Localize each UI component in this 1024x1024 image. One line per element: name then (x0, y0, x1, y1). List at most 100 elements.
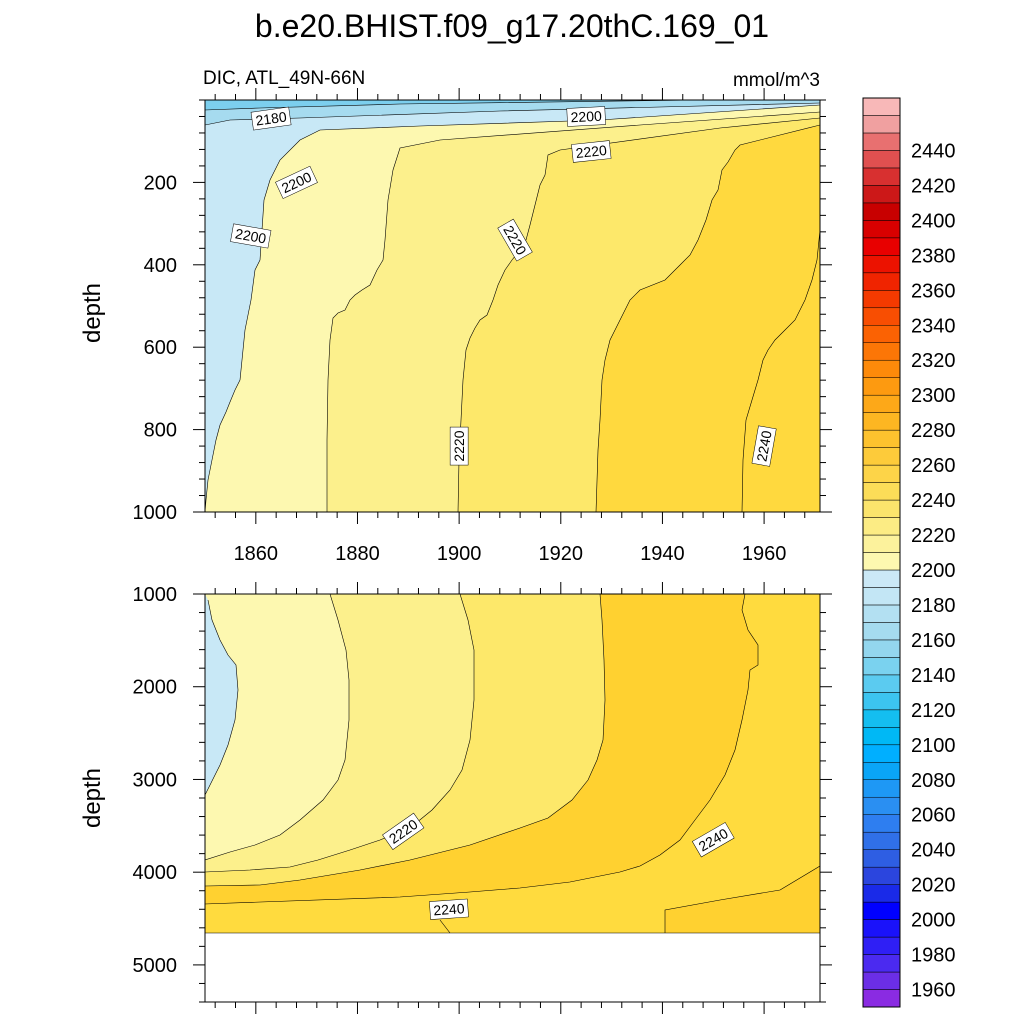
x-tick-label: 1920 (539, 543, 584, 565)
colorbar-tick-label: 2400 (911, 210, 956, 232)
contour-label: 2220 (449, 426, 469, 466)
x-tick-label: 1880 (335, 543, 380, 565)
y-tick-label: 1000 (133, 502, 178, 524)
colorbar-tick-label: 2440 (911, 140, 956, 162)
contour-label-text: 2200 (570, 108, 602, 126)
colorbar-swatch (862, 237, 901, 256)
upper-band-2170 (205, 100, 820, 125)
x-tick-label: 1900 (437, 543, 482, 565)
contour-label-box (250, 106, 292, 131)
colorbar-swatch (862, 499, 901, 518)
lower-y-axis-label: depth (79, 768, 106, 828)
x-tick-label: 1940 (640, 543, 685, 565)
colorbar-swatch (862, 762, 901, 780)
colorbar-swatch (862, 727, 901, 746)
colorbar-tick-label: 2360 (911, 280, 956, 302)
contour-label-box (230, 223, 272, 249)
colorbar-swatch (862, 657, 901, 676)
colorbar-swatch (862, 622, 901, 641)
colorbar-swatch (862, 150, 901, 169)
upper-band-2150 (205, 100, 700, 110)
colorbar-swatch (862, 849, 901, 868)
colorbar-tick-label: 2080 (911, 770, 956, 792)
colorbar-swatch (862, 377, 901, 396)
contour-label: 2200 (230, 223, 272, 249)
contour-label-box (751, 425, 777, 467)
contour-label-text: 2180 (255, 108, 288, 128)
units-label: mmol/m^3 (733, 70, 820, 91)
upper-plot-frame (204, 99, 821, 513)
y-tick-label: 3000 (133, 769, 178, 791)
colorbar-tick-label: 2320 (911, 350, 956, 372)
lower-contour-lines (205, 594, 820, 934)
colorbar-tick-label: 2040 (911, 840, 956, 862)
colorbar-swatch (862, 866, 901, 885)
upper-fill (205, 100, 820, 512)
colorbar-tick-label: 2120 (911, 700, 956, 722)
lower-band-2190 (205, 594, 238, 795)
colorbar-swatch (862, 692, 901, 711)
colorbar-tick-label: 2240 (911, 490, 956, 512)
upper-band-2210 (205, 100, 820, 512)
colorbar-tick-label: 2260 (911, 455, 956, 477)
colorbar-swatch (862, 587, 901, 606)
colorbar-swatch (862, 97, 901, 116)
colorbar: 1960 1980 2000 2020 2040 2060 2080 2100 2120 2140… (862, 97, 956, 1008)
colorbar-swatch (862, 569, 901, 588)
colorbar-swatch (862, 709, 901, 728)
colorbar-swatch (862, 255, 901, 274)
contour-label-box (566, 106, 606, 127)
colorbar-swatch (862, 779, 901, 798)
contour-label-text: 2240 (754, 429, 775, 463)
colorbar-swatch (862, 220, 901, 239)
colorbar-tick-label: 1980 (911, 945, 956, 967)
y-tick-label: 800 (144, 420, 177, 442)
contour-label-box (382, 812, 425, 851)
colorbar-tick-label: 1960 (911, 980, 956, 1002)
colorbar-swatch (862, 185, 901, 204)
colorbar-swatch (862, 167, 901, 186)
upper-band-2190 (205, 100, 820, 512)
colorbar-swatch (862, 290, 901, 309)
upper-x-axis: 1860 1880 1900 1920 1940 1960 (214, 88, 806, 565)
contour-label-text: 2220 (575, 142, 608, 161)
colorbar-swatch (862, 534, 901, 553)
colorbar-swatch (862, 919, 901, 938)
colorbar-swatch (862, 132, 901, 151)
colorbar-tick-label: 2020 (911, 875, 956, 897)
colorbar-tick-label: 2180 (911, 595, 956, 617)
colorbar-swatch (862, 325, 901, 343)
colorbar-tick-label: 2000 (911, 910, 956, 932)
colorbar-tick-label: 2340 (911, 315, 956, 337)
colorbar-swatch (862, 115, 901, 134)
lower-band-2240 (205, 594, 820, 933)
colorbar-swatch (862, 936, 901, 955)
variable-label: DIC, ATL_49N-66N (203, 68, 365, 89)
colorbar-swatch (862, 482, 901, 501)
contour-label: 2200 (566, 106, 606, 127)
colorbar-swatch (862, 989, 901, 1008)
contour-label: 2220 (571, 140, 612, 163)
lower-fill (205, 594, 820, 1002)
colorbar-tick-label: 2420 (911, 175, 956, 197)
upper-y-axis: 200 400 600 800 1000 (133, 99, 832, 524)
colorbar-swatch (862, 447, 901, 466)
contour-label-box (449, 426, 469, 466)
colorbar-swatch (862, 884, 901, 903)
colorbar-swatch (862, 796, 901, 815)
contour-label-box (691, 822, 735, 858)
colorbar-swatch (862, 272, 901, 291)
y-tick-label: 200 (144, 172, 177, 194)
colorbar-swatch (862, 307, 901, 326)
contour-label-text: 2240 (433, 900, 465, 918)
figure-title: b.e20.BHIST.f09_g17.20thC.169_01 (255, 8, 769, 44)
colorbar-tick-label: 2200 (911, 560, 956, 582)
contour-label-box (429, 898, 469, 920)
colorbar-swatch (862, 342, 901, 361)
colorbar-swatch (862, 971, 901, 990)
y-tick-label: 4000 (133, 862, 178, 884)
colorbar-swatch (862, 359, 901, 378)
contour-label-box (275, 165, 318, 199)
